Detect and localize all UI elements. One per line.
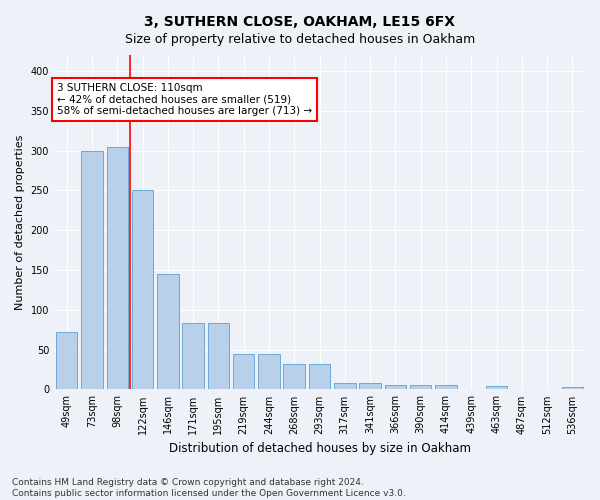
Bar <box>486 386 507 390</box>
Bar <box>283 364 305 390</box>
Bar <box>233 354 254 390</box>
Bar <box>359 383 381 390</box>
Bar <box>208 324 229 390</box>
Text: 3 SUTHERN CLOSE: 110sqm
← 42% of detached houses are smaller (519)
58% of semi-d: 3 SUTHERN CLOSE: 110sqm ← 42% of detache… <box>57 83 312 116</box>
Bar <box>182 324 204 390</box>
Bar <box>435 384 457 390</box>
Bar <box>511 388 533 390</box>
X-axis label: Distribution of detached houses by size in Oakham: Distribution of detached houses by size … <box>169 442 470 455</box>
Bar <box>157 274 179 390</box>
Y-axis label: Number of detached properties: Number of detached properties <box>15 134 25 310</box>
Bar <box>536 388 558 390</box>
Bar <box>81 150 103 390</box>
Bar <box>107 146 128 390</box>
Text: 3, SUTHERN CLOSE, OAKHAM, LE15 6FX: 3, SUTHERN CLOSE, OAKHAM, LE15 6FX <box>145 15 455 29</box>
Bar <box>562 387 583 390</box>
Bar <box>410 384 431 390</box>
Bar <box>385 384 406 390</box>
Bar <box>56 332 77 390</box>
Bar <box>309 364 330 390</box>
Bar <box>460 388 482 390</box>
Bar <box>132 190 153 390</box>
Text: Size of property relative to detached houses in Oakham: Size of property relative to detached ho… <box>125 32 475 46</box>
Bar <box>334 383 356 390</box>
Bar <box>258 354 280 390</box>
Text: Contains HM Land Registry data © Crown copyright and database right 2024.
Contai: Contains HM Land Registry data © Crown c… <box>12 478 406 498</box>
